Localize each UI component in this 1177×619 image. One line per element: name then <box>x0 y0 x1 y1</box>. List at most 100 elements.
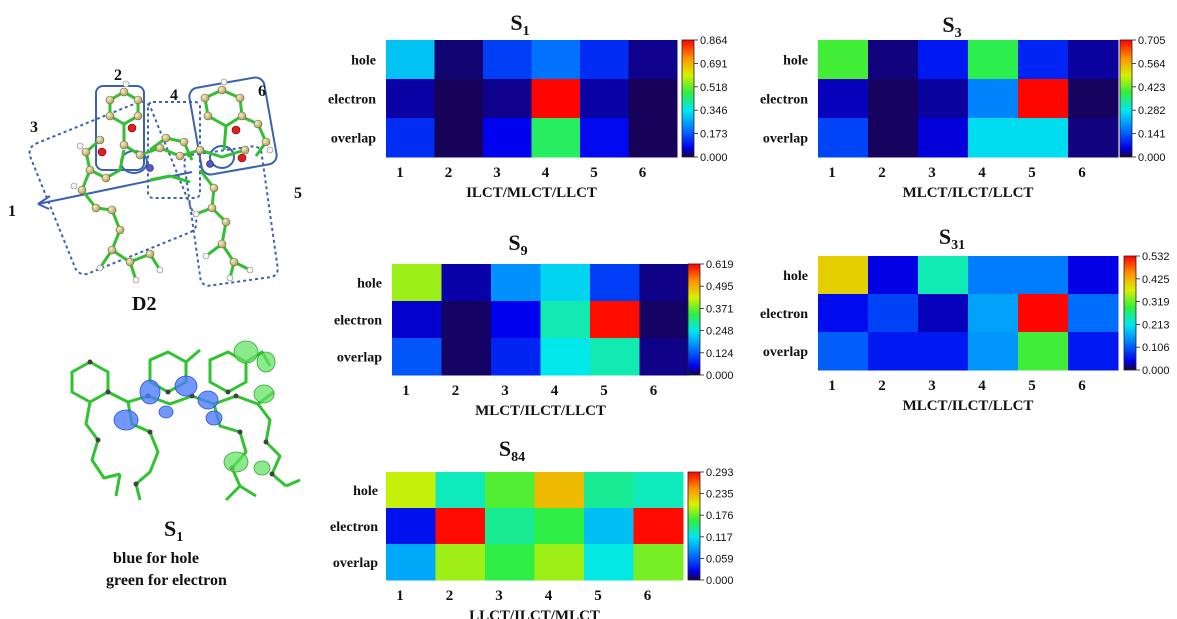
heatmap-panel: S3 hole electron overlap 1 2 3 4 5 6 MLCT/ILCT/LLC… <box>760 12 1165 201</box>
heatmap-column-tick: 6 <box>650 383 658 399</box>
heatmap-column-tick: 6 <box>1078 378 1086 394</box>
molecule-atoms <box>77 85 271 267</box>
heatmap-cell <box>968 40 1019 80</box>
heatmap-cell <box>968 294 1019 333</box>
heatmap-column-tick: 6 <box>639 165 647 181</box>
heatmap-cell <box>1068 332 1119 371</box>
heatmap-cell <box>818 118 869 158</box>
colorbar-tick-label: 0.371 <box>706 303 734 315</box>
heatmap-column-tick: 6 <box>644 588 652 604</box>
heatmap-cell <box>435 508 486 545</box>
heatmap-cell <box>818 256 869 295</box>
heatmap-cell <box>868 332 919 371</box>
heatmap-column-tick: 5 <box>1028 378 1036 394</box>
fragment-labels: 1 2 3 4 5 6 <box>8 67 302 220</box>
heatmap-cell <box>590 264 640 302</box>
colorbar-tick-label: 0.059 <box>706 553 734 565</box>
heatmap-cell <box>434 40 484 80</box>
heatmap-cell <box>628 40 678 80</box>
heatmap-cell <box>590 301 640 339</box>
heatmap-cell <box>639 264 690 302</box>
fragment-label-2: 2 <box>114 67 122 84</box>
colorbar-tick-label: 0.000 <box>1138 152 1166 164</box>
hole-lobe <box>205 410 223 426</box>
hydrogen-atoms <box>70 78 274 284</box>
heatmap-cell <box>633 472 684 509</box>
heatmap-row-label: overlap <box>331 132 376 147</box>
heatmap-cell <box>918 294 969 333</box>
heatmap-cell <box>531 40 581 80</box>
heatmap-cell <box>531 118 581 158</box>
heatmap-column-tick: 4 <box>551 383 559 399</box>
heatmap-cell <box>918 332 969 371</box>
colorbar-tick-label: 0.173 <box>700 129 728 141</box>
colorbar-tick-label: 0.425 <box>1142 274 1170 286</box>
hole-lobe <box>113 409 139 431</box>
colorbar-tick-label: 0.864 <box>700 35 728 47</box>
heatmap-cell <box>534 508 585 545</box>
heatmap-cell <box>386 508 436 545</box>
colorbar-tick-label: 0.124 <box>706 348 734 360</box>
heatmap-cell <box>580 118 629 158</box>
heatmap-cell <box>441 338 492 376</box>
heatmap-cell <box>584 472 634 509</box>
heatmap-cell <box>483 40 532 80</box>
heatmap-cell <box>633 508 684 545</box>
heatmap-cell <box>392 301 442 339</box>
heatmap-row-label: overlap <box>337 351 382 366</box>
heatmap-cell <box>491 301 541 339</box>
heatmap-cell <box>483 79 532 119</box>
density-state-label: S1 <box>164 516 183 545</box>
heatmap-row-label: hole <box>353 484 378 499</box>
colorbar-tick-label: 0.000 <box>700 152 728 164</box>
fragment-label-4: 4 <box>170 87 178 104</box>
heatmap-cell <box>628 118 678 158</box>
heatmap-cell <box>392 338 442 376</box>
colorbar-tick-label: 0.176 <box>706 510 734 522</box>
heatmap-cell <box>1068 256 1119 295</box>
heatmap-cell <box>435 544 486 581</box>
heatmap-cell <box>540 338 591 376</box>
heatmap-cell <box>1068 294 1119 333</box>
heatmap-panel: S1 hole electron overlap 1 2 3 4 5 6 ILCT/MLCT/LLC… <box>328 10 727 201</box>
colorbar <box>687 263 701 376</box>
heatmap-panels: S1 hole electron overlap 1 2 3 4 5 6 ILCT/MLCT/LLC… <box>328 10 1169 619</box>
heatmap-cell <box>386 118 435 158</box>
heatmap-cell <box>639 301 690 339</box>
colorbar <box>1123 255 1137 371</box>
heatmap-cell <box>540 301 591 339</box>
heatmap-cell <box>483 118 532 158</box>
heatmap-cell <box>584 544 634 581</box>
colorbar-tick-label: 0.000 <box>1142 365 1170 377</box>
heatmap-row-label: overlap <box>763 345 808 360</box>
heatmap-column-tick: 3 <box>495 588 503 604</box>
heatmap-column-tick: 4 <box>978 378 986 394</box>
heatmap-column-tick: 1 <box>396 165 404 181</box>
heatmap-column-tick: 3 <box>928 165 936 181</box>
heatmap-cell <box>491 338 541 376</box>
heatmap-cell <box>386 40 435 80</box>
heatmap-cell <box>868 79 919 119</box>
colorbar-tick-label: 0.705 <box>1138 35 1166 47</box>
heatmap-cell <box>1068 118 1119 158</box>
heatmap-row-label: electron <box>330 520 378 535</box>
fragment-label-3: 3 <box>30 119 38 136</box>
heatmap-column-tick: 4 <box>545 588 553 604</box>
heatmap-cell <box>485 508 535 545</box>
heatmap-panel: S9 hole electron overlap 1 2 3 4 5 6 MLCT/ILCT/LLC… <box>334 230 733 419</box>
heatmap-cell <box>590 338 640 376</box>
heatmap-column-tick: 2 <box>878 165 886 181</box>
heatmap-cell <box>540 264 591 302</box>
heatmap-column-tick: 2 <box>452 383 460 399</box>
heatmap-cell <box>392 264 442 302</box>
heatmap-title: S31 <box>939 224 965 253</box>
molecule-label: D2 <box>132 293 156 315</box>
metal-ring-2 <box>209 145 235 169</box>
heatmap-row-label: hole <box>357 277 382 292</box>
heatmap-cell <box>485 544 535 581</box>
electron-lobe <box>233 340 259 364</box>
fragment-box-3 <box>28 100 198 276</box>
heatmap-cell <box>818 332 869 371</box>
heatmap-row-label: electron <box>760 307 808 322</box>
